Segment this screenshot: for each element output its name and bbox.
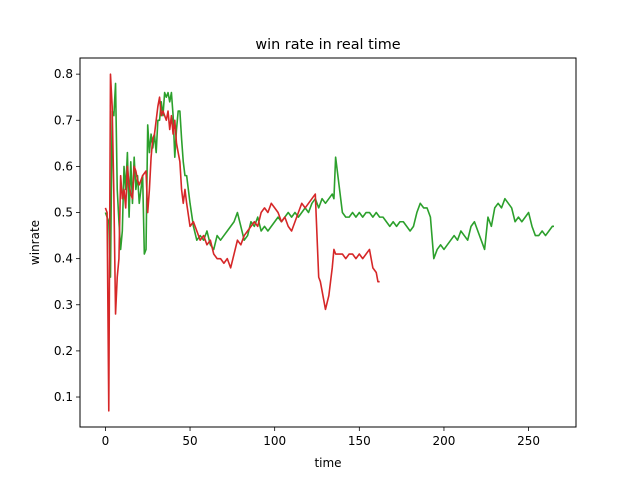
x-tick-label: 0 xyxy=(102,434,110,448)
x-tick-label: 200 xyxy=(433,434,456,448)
y-tick-label: 0.5 xyxy=(54,206,73,220)
series-group xyxy=(104,73,554,412)
axes-frame xyxy=(79,57,577,428)
y-tick-label: 0.1 xyxy=(54,390,73,404)
x-tick-label: 250 xyxy=(517,434,540,448)
y-tick-label: 0.4 xyxy=(54,252,73,266)
chart-title: win rate in real time xyxy=(255,37,400,53)
series-line-2 xyxy=(104,73,380,412)
y-tick-label: 0.3 xyxy=(54,298,73,312)
y-tick-label: 0.2 xyxy=(54,344,73,358)
x-tick-label: 100 xyxy=(263,434,286,448)
x-tick-label: 150 xyxy=(348,434,371,448)
x-tick-label: 50 xyxy=(182,434,197,448)
x-axis-label: time xyxy=(314,456,341,470)
y-axis-label: winrate xyxy=(28,220,42,265)
series-line-1 xyxy=(104,82,554,278)
y-tick-label: 0.6 xyxy=(54,159,73,173)
y-tick-label: 0.7 xyxy=(54,113,73,127)
y-tick-label: 0.8 xyxy=(54,67,73,81)
ticks-group: 0 50 100 150 200 250 0.1 0.2 0.3 0.4 0.5 0.6 0.7 0.8 xyxy=(54,67,540,448)
